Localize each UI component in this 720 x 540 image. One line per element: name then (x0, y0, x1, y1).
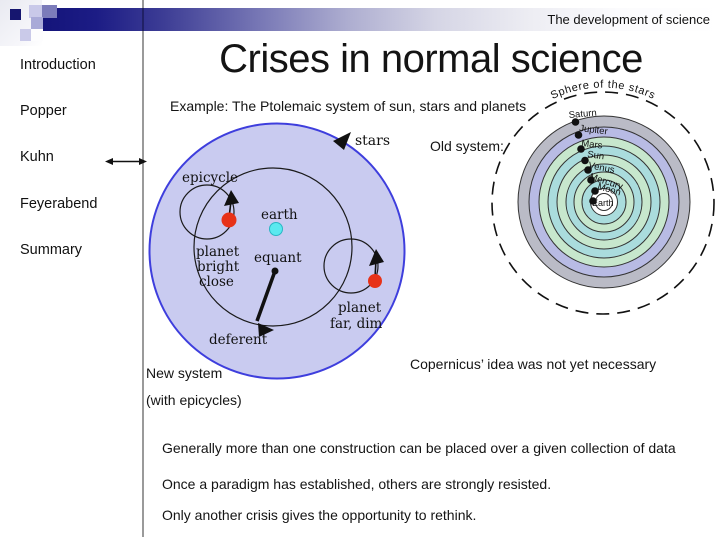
decoration-square (10, 9, 21, 20)
sidebar-item-kuhn[interactable]: Kuhn (20, 149, 54, 165)
sidebar-item-introduction[interactable]: Introduction (20, 57, 96, 73)
planet-bright-label-line3: close (199, 274, 234, 290)
sidebar-item-feyerabend[interactable]: Feyerabend (20, 196, 98, 212)
earth-dot (269, 222, 283, 236)
stars-motion-arrow-icon (333, 132, 351, 150)
new-system-sublabel: (with epicycles) (146, 392, 242, 408)
ring-label-saturn: Saturn (568, 108, 597, 121)
planet-marker-dot (589, 197, 597, 205)
planet-marker-dot (587, 176, 595, 184)
new-system-label: New system (146, 365, 223, 381)
ring-label-jupiter: Jupiter (579, 123, 609, 137)
equant-label: equant (254, 250, 302, 266)
pointer-arrow-left-head-icon (105, 158, 113, 165)
epicycle-label: epicycle (182, 170, 238, 186)
equant-arm (255, 270, 277, 322)
motion-arrow-icon (224, 190, 239, 206)
decoration-square (31, 17, 43, 30)
motion-arrow-icon (369, 249, 384, 266)
deferent-circle (193, 167, 353, 327)
page-title: Crises in normal science (219, 37, 643, 81)
epicycle-circle-right (323, 238, 379, 294)
epicycle-diagram: stars epicycle earth equant planet brigh… (148, 122, 406, 380)
equant-dot (271, 267, 279, 275)
sidebar-item-popper[interactable]: Popper (20, 103, 67, 119)
planet-dot-far (368, 274, 382, 288)
example-caption: Example: The Ptolemaic system of sun, st… (170, 98, 527, 114)
earth-label: earth (261, 207, 298, 223)
planet-marker-dot (571, 118, 580, 126)
decoration-square (31, 29, 43, 41)
decoration-square (42, 5, 57, 18)
old-system-label: Old system: (430, 138, 504, 154)
stars-label: stars (355, 133, 390, 149)
sidebar-separator-line (142, 0, 144, 537)
planet-far-label-line1: planet (338, 300, 382, 316)
ring-label-mars: Mars (581, 138, 604, 152)
deferent-motion-arrow-icon (258, 323, 274, 337)
sphere-of-stars-dashed-circle (491, 91, 715, 315)
ring-label-sun: Sun (587, 149, 605, 162)
planet-far-label-line2: far, dim (330, 316, 383, 332)
decoration-square (20, 29, 32, 41)
epicycle-circle-left (179, 184, 235, 240)
decoration-square (29, 5, 43, 18)
ptolemaic-diagram: Sphere of the stars Saturn Jupiter Mars … (491, 79, 715, 315)
sidebar-item-summary[interactable]: Summary (20, 242, 83, 258)
planet-bright-label-line2: bright (197, 259, 240, 275)
planet-marker-dot (581, 156, 589, 165)
header-bar-title: The development of science (547, 12, 710, 27)
planet-dot-bright (221, 212, 237, 228)
header-bar: The development of science (42, 8, 720, 31)
deferent-label: deferent (209, 332, 268, 348)
bullet-line-2: Once a paradigm has established, others … (162, 476, 552, 492)
sphere-of-stars-circle (148, 122, 406, 380)
copernicus-note: Copernicus’ idea was not yet necessary (410, 356, 657, 372)
kuhn-pointer-arrow (105, 158, 147, 165)
pointer-arrow-right-head-icon (139, 158, 147, 165)
bullet-line-3: Only another crisis gives the opportunit… (162, 507, 477, 523)
planet-marker-dot (584, 166, 592, 174)
separator-line-over-bar (142, 8, 144, 31)
ring-label-venus: Venus (587, 160, 615, 176)
bullet-line-1: Generally more than one construction can… (162, 440, 676, 456)
planet-marker-dot (574, 131, 583, 139)
planet-marker-dot (577, 145, 585, 153)
planet-bright-label-line1: planet (196, 244, 240, 260)
earth-center-label: Earth (592, 198, 614, 208)
planet-marker-dot (591, 187, 599, 195)
